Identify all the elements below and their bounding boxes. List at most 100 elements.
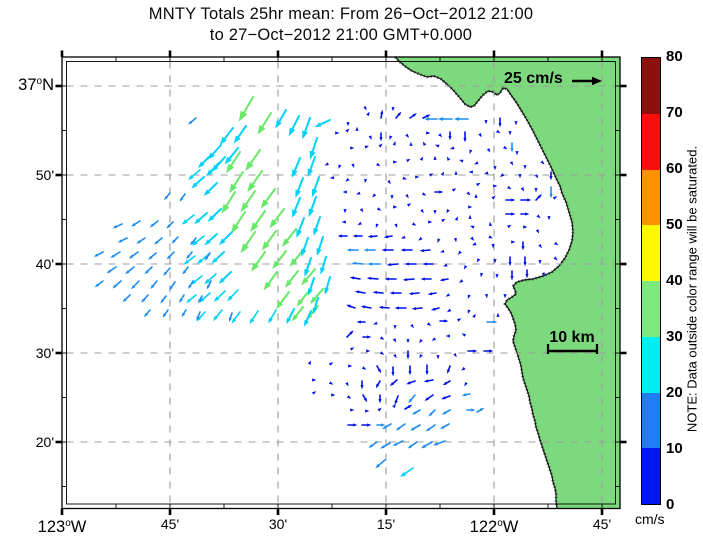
current-vector: [169, 281, 176, 291]
current-vector: [402, 176, 407, 180]
current-vector: [367, 234, 378, 239]
current-vector: [366, 349, 371, 353]
current-vector: [434, 144, 440, 148]
current-vector: [346, 304, 356, 309]
current-vector: [131, 220, 141, 227]
current-vector: [117, 237, 128, 243]
current-vector: [453, 237, 457, 243]
current-vector: [438, 133, 443, 138]
current-vector: [367, 262, 381, 266]
current-vector: [554, 241, 559, 246]
current-vector: [110, 251, 121, 259]
current-vector: [295, 177, 304, 198]
current-vector: [204, 252, 211, 261]
current-vector: [408, 365, 412, 376]
current-vector: [394, 395, 399, 405]
current-vector: [380, 442, 391, 449]
current-vector: [445, 293, 451, 297]
current-vector: [362, 335, 372, 339]
current-vector: [377, 407, 382, 412]
current-vector: [400, 467, 414, 477]
current-vector: [420, 441, 433, 449]
current-vector: [166, 251, 175, 260]
current-vector: [393, 205, 398, 209]
current-vector: [549, 186, 553, 199]
current-vector: [468, 170, 473, 174]
colorbar-tick-30: 30: [666, 328, 683, 345]
current-vector: [381, 423, 392, 430]
x-tick-122W: 122oW: [469, 518, 519, 536]
x-tick-123W: 123oW: [37, 518, 87, 536]
current-vector: [379, 336, 385, 340]
current-vector: [540, 160, 545, 165]
current-vector: [213, 309, 223, 322]
colorbar-segment-70-80: [642, 58, 660, 114]
current-vector: [304, 257, 312, 277]
current-vector: [378, 305, 390, 310]
current-vector: [218, 231, 233, 246]
current-vector: [405, 193, 409, 199]
current-vector: [538, 260, 542, 265]
current-vector: [188, 117, 197, 125]
current-vector: [523, 165, 527, 170]
current-vector: [308, 196, 317, 218]
current-vector: [186, 294, 197, 304]
current-vector: [263, 271, 278, 291]
current-vector: [301, 237, 309, 257]
current-vector: [356, 320, 366, 324]
current-vector: [361, 423, 372, 427]
current-vector: [541, 272, 546, 277]
current-vector: [365, 409, 370, 413]
current-vector: [404, 404, 413, 410]
current-vector: [391, 366, 395, 377]
map-frame-inner: [66, 61, 616, 505]
current-vector: [402, 278, 415, 282]
current-vector: [240, 190, 256, 213]
current-vector: [389, 135, 393, 140]
current-vector: [301, 268, 316, 286]
y-tick-50: 50': [35, 167, 54, 183]
current-vector: [509, 161, 514, 166]
current-vector: [342, 190, 347, 194]
current-vector: [231, 211, 246, 234]
current-vector: [163, 267, 171, 276]
current-vector: [226, 151, 241, 174]
current-vector: [381, 248, 394, 252]
current-vector: [491, 195, 496, 200]
current-vector: [446, 156, 451, 161]
current-vector: [471, 242, 477, 246]
current-vector: [128, 251, 139, 259]
current-vector: [275, 109, 287, 129]
current-vector: [203, 182, 218, 196]
current-vector: [549, 171, 553, 181]
current-vector: [467, 349, 478, 353]
current-vector: [523, 256, 527, 267]
current-vector: [426, 131, 431, 135]
current-vector: [359, 208, 364, 213]
current-vector: [437, 117, 453, 121]
current-vector: [160, 295, 167, 304]
current-vector: [392, 440, 404, 446]
current-vector: [535, 229, 540, 234]
current-vector: [406, 350, 410, 360]
current-vector: [440, 249, 445, 253]
current-vector: [251, 251, 266, 272]
current-vector: [384, 277, 397, 281]
current-vector: [136, 237, 146, 244]
current-vector: [314, 119, 331, 128]
colorbar-unit: cm/s: [635, 511, 665, 527]
current-vector: [552, 196, 558, 200]
current-vector: [282, 228, 297, 247]
current-vector: [553, 256, 558, 261]
current-vector: [404, 262, 417, 266]
current-vector: [328, 381, 334, 385]
y-tick-40: 40': [35, 256, 54, 272]
current-vector: [407, 441, 418, 449]
current-vector: [392, 338, 397, 343]
current-vector: [346, 395, 352, 399]
current-vector: [345, 177, 350, 182]
current-vector: [346, 122, 350, 127]
current-vector: [194, 212, 208, 225]
current-vector: [473, 161, 479, 165]
current-vector: [350, 408, 355, 412]
